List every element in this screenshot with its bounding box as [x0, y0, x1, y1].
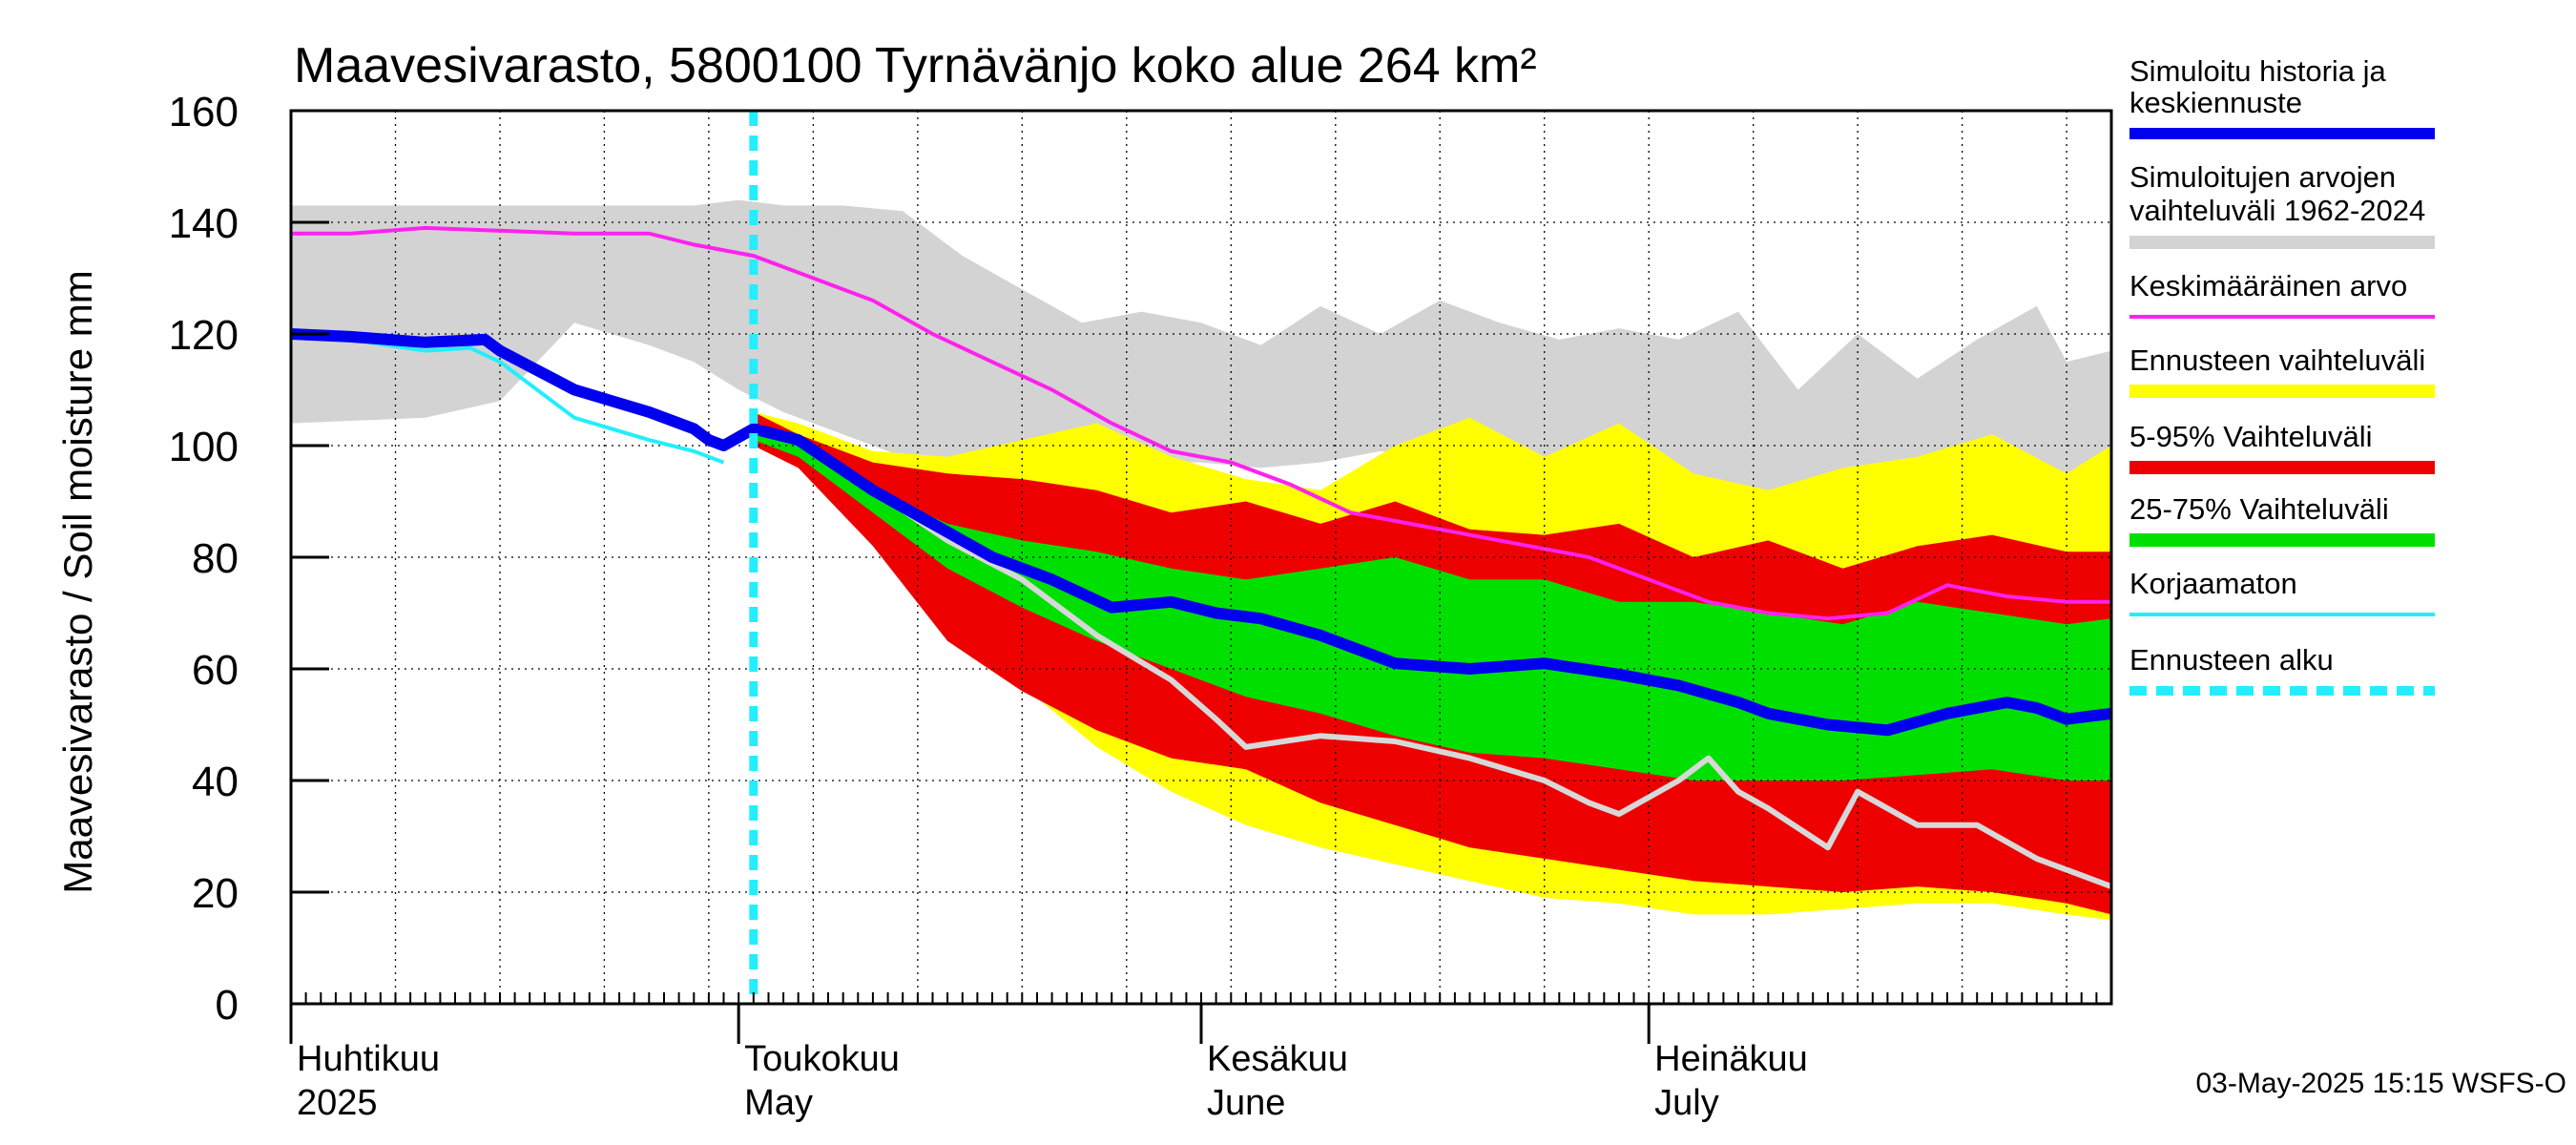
- average-line: [291, 225, 2111, 621]
- x-month-label: Toukokuu: [744, 1039, 900, 1079]
- historical-range-band: [291, 199, 2111, 508]
- y-tick-label: 40: [192, 759, 239, 805]
- legend-label: Ennusteen vaihteluväli: [2129, 344, 2425, 377]
- legend-label: Simuloitujen arvojen: [2129, 160, 2396, 194]
- legend-label: keskiennuste: [2129, 86, 2302, 119]
- y-tick-label: 100: [169, 424, 239, 470]
- grid-layer: [291, 111, 2111, 1004]
- y-tick-label: 80: [192, 535, 239, 582]
- x-month-label: Huhtikuu: [297, 1039, 440, 1079]
- legend-label: 5-95% Vaihteluväli: [2129, 420, 2372, 453]
- x-month-sublabel: 2025: [297, 1083, 378, 1123]
- lines-layer: [291, 111, 2111, 1004]
- x-month-sublabel: July: [1654, 1083, 1719, 1123]
- chart-title: Maavesivarasto, 5800100 Tyrnävänjo koko …: [294, 38, 1537, 94]
- x-month-sublabel: June: [1207, 1083, 1285, 1123]
- x-month-label: Kesäkuu: [1207, 1039, 1348, 1079]
- y-tick-label: 120: [169, 312, 239, 359]
- legend-label: Keskimääräinen arvo: [2129, 269, 2407, 302]
- legend-label: Korjaamaton: [2129, 567, 2297, 600]
- y-tick-label: 140: [169, 200, 239, 247]
- p25-75-band: [753, 423, 2111, 781]
- footer-timestamp: 03-May-2025 15:15 WSFS-O: [2196, 1068, 2567, 1099]
- y-tick-label: 20: [192, 870, 239, 917]
- legend-label: Simuloitu historia ja: [2129, 54, 2387, 88]
- x-month-sublabel: May: [744, 1083, 813, 1123]
- scenario-line: [753, 426, 2111, 889]
- y-tick-label: 60: [192, 647, 239, 694]
- x-month-label: Heinäkuu: [1654, 1039, 1808, 1079]
- y-tick-label: 160: [169, 89, 239, 135]
- y-tick-label: 0: [216, 982, 239, 1029]
- legend-label: Ennusteen alku: [2129, 643, 2334, 677]
- y-axis-label: Maavesivarasto / Soil moisture mm: [55, 270, 100, 894]
- median-line: [291, 328, 2111, 737]
- legend-label: vaihteluväli 1962-2024: [2129, 194, 2425, 227]
- legend-label: 25-75% Vaihteluväli: [2129, 492, 2389, 526]
